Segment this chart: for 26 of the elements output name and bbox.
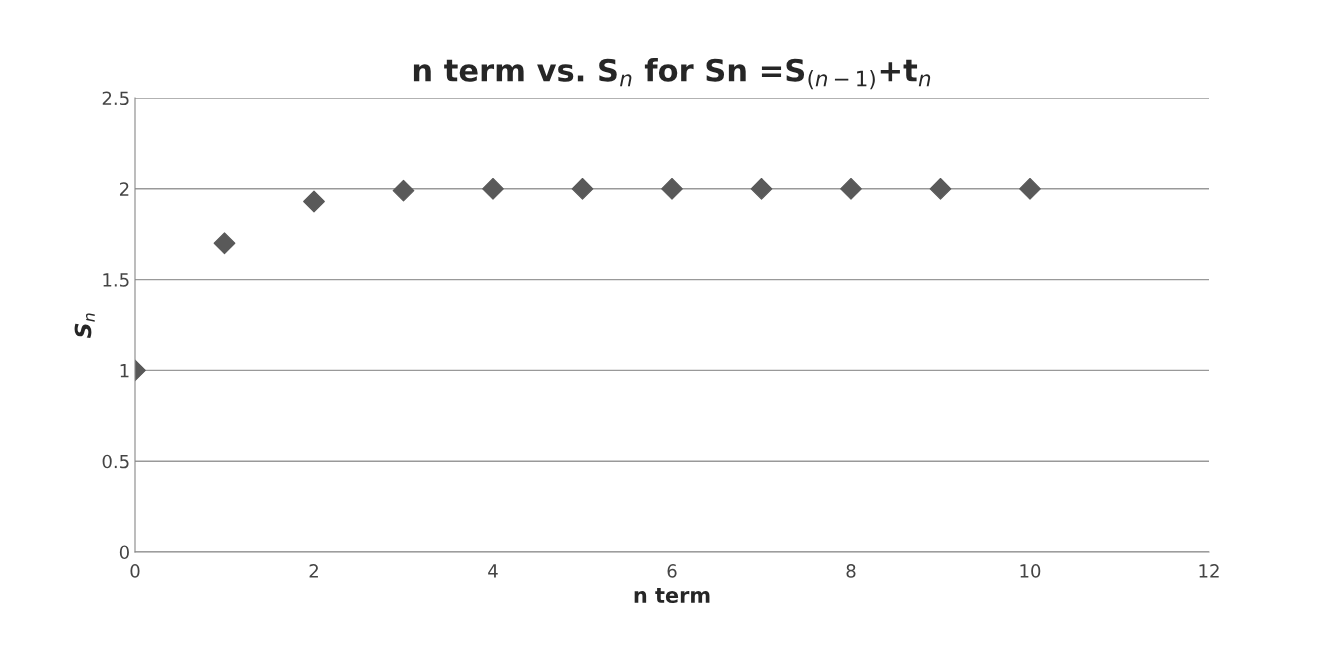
point [1019,177,1041,200]
y-tick-label: 0 [119,545,129,560]
point [929,177,952,200]
point [213,232,236,255]
x-tick-label: 2 [309,564,318,578]
x-tick-label: 8 [846,564,856,578]
point [392,179,415,202]
y-tick-label: 2 [119,182,129,196]
y-tick-label: 1 [120,364,129,378]
x-tick-label: 4 [488,564,498,578]
y-tick-label: 0.5 [102,454,129,469]
x-tick-label: 12 [1199,564,1219,578]
y-axis-title: S$_{n}$ [74,313,95,339]
chart-title: n term vs. S$_{n}$ for Sn =S$_{(n−1)}$+t$_{n}$ [413,58,931,90]
point [482,177,504,200]
y-tick-label: 2.5 [102,91,129,106]
point [840,177,862,200]
y-tick-label: 1.5 [103,273,129,287]
point [571,177,594,200]
x-axis-title: n term [634,588,710,603]
x-tick-label: 10 [1020,564,1041,578]
point [661,177,683,200]
point [303,190,325,213]
point [750,177,773,200]
x-tick-label: 0 [130,564,140,578]
x-tick-label: 6 [667,564,677,578]
